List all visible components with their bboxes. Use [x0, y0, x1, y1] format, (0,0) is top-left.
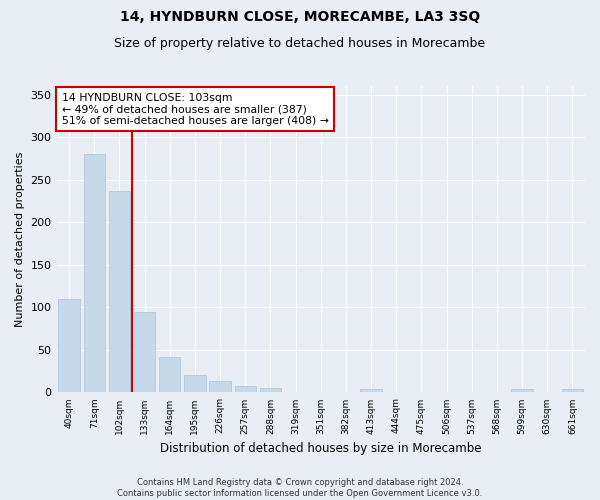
Bar — [235, 386, 256, 392]
Bar — [83, 154, 105, 392]
Bar — [109, 191, 130, 392]
Bar — [184, 376, 206, 392]
X-axis label: Distribution of detached houses by size in Morecambe: Distribution of detached houses by size … — [160, 442, 482, 455]
Bar — [134, 312, 155, 392]
Bar — [562, 389, 583, 392]
Text: 14, HYNDBURN CLOSE, MORECAMBE, LA3 3SQ: 14, HYNDBURN CLOSE, MORECAMBE, LA3 3SQ — [120, 10, 480, 24]
Text: 14 HYNDBURN CLOSE: 103sqm
← 49% of detached houses are smaller (387)
51% of semi: 14 HYNDBURN CLOSE: 103sqm ← 49% of detac… — [62, 92, 329, 126]
Text: Contains HM Land Registry data © Crown copyright and database right 2024.
Contai: Contains HM Land Registry data © Crown c… — [118, 478, 482, 498]
Bar — [361, 389, 382, 392]
Y-axis label: Number of detached properties: Number of detached properties — [15, 152, 25, 327]
Bar — [58, 299, 80, 392]
Bar — [511, 389, 533, 392]
Text: Size of property relative to detached houses in Morecambe: Size of property relative to detached ho… — [115, 38, 485, 51]
Bar — [159, 356, 181, 392]
Bar — [209, 382, 231, 392]
Bar — [260, 388, 281, 392]
